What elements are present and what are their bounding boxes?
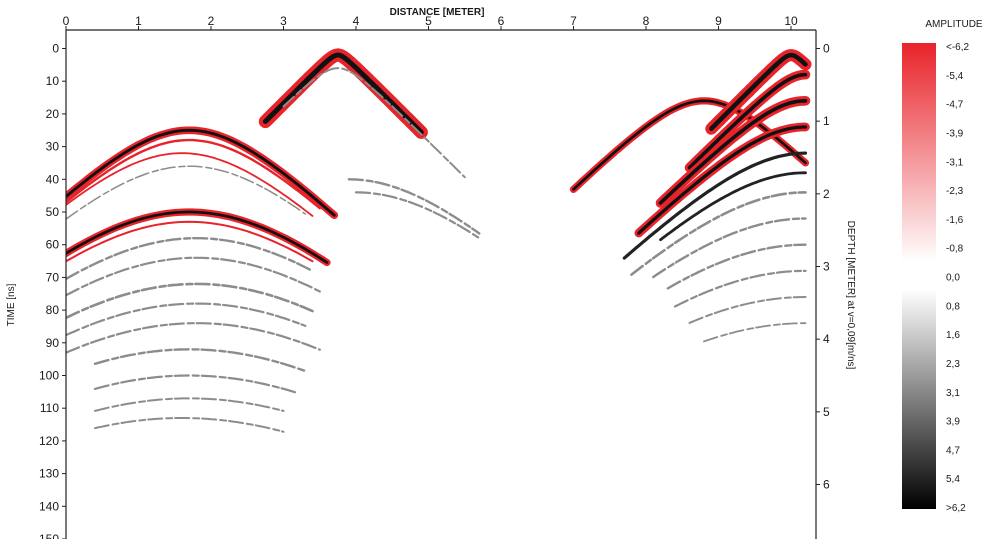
reflection-26 bbox=[659, 171, 807, 242]
reflection-23 bbox=[658, 99, 808, 205]
y2-axis-label: DEPTH [METER] at v=0,09[m/ns] bbox=[845, 221, 856, 370]
x-tick-label: 4 bbox=[353, 14, 360, 28]
reflection-20 bbox=[572, 99, 807, 191]
reflection-24 bbox=[637, 125, 808, 235]
reflection-28 bbox=[652, 217, 807, 279]
reflection-22 bbox=[687, 72, 808, 170]
colorbar-label: 0,8 bbox=[946, 301, 960, 312]
y2-tick-label: 0 bbox=[823, 42, 830, 56]
reflection-2 bbox=[66, 138, 321, 210]
x-tick-label: 10 bbox=[784, 14, 798, 28]
reflection-16 bbox=[262, 52, 424, 135]
reflection-12 bbox=[93, 348, 307, 373]
reflection-13 bbox=[93, 374, 300, 395]
colorbar-label: -2,3 bbox=[946, 186, 964, 197]
colorbar-label: 3,1 bbox=[946, 388, 960, 399]
colorbar-label: -5,4 bbox=[946, 71, 964, 82]
reflection-15 bbox=[94, 417, 285, 433]
reflection-16-halo bbox=[258, 48, 428, 139]
reflection-8 bbox=[66, 256, 321, 297]
x-tick-label: 1 bbox=[135, 14, 142, 28]
colorbar-label: >6,2 bbox=[946, 503, 966, 514]
reflection-1 bbox=[66, 128, 336, 217]
y-tick-label: 40 bbox=[46, 172, 60, 186]
y-tick-label: 70 bbox=[46, 270, 60, 284]
y-tick-group: 0 10 20 30 40 50 60 70 80 90 100 110 120 130 140 150 bbox=[39, 42, 66, 539]
colorbar-label: 0,0 bbox=[946, 273, 960, 284]
plot-frame bbox=[65, 29, 817, 539]
reflection-layer bbox=[66, 48, 812, 433]
y-tick-label: 10 bbox=[46, 74, 60, 88]
reflection-18 bbox=[347, 178, 481, 235]
x-tick-label: 0 bbox=[63, 14, 70, 28]
reflection-29 bbox=[666, 243, 807, 290]
y-tick-label: 80 bbox=[46, 303, 60, 317]
reflection-17 bbox=[282, 67, 466, 179]
x-tick-group: 0 1 2 3 4 5 6 7 8 9 10 bbox=[63, 14, 798, 30]
y-tick-label: 140 bbox=[39, 499, 59, 513]
amplitude-colorbar bbox=[902, 43, 936, 509]
y-tick-label: 110 bbox=[40, 401, 59, 415]
reflection-32 bbox=[703, 322, 807, 343]
colorbar-title: AMPLITUDE bbox=[925, 19, 983, 30]
reflection-3 bbox=[66, 152, 314, 217]
y-axis-label: TIME [ns] bbox=[6, 283, 17, 326]
y2-tick-label: 3 bbox=[823, 260, 830, 274]
colorbar-label: -1,6 bbox=[946, 215, 964, 226]
colorbar-label: 1,6 bbox=[946, 330, 960, 341]
reflection-31 bbox=[688, 296, 807, 324]
colorbar-label: 2,3 bbox=[946, 359, 960, 370]
colorbar-label: -3,9 bbox=[946, 128, 964, 139]
y-tick-label: 90 bbox=[46, 336, 60, 350]
reflection-27 bbox=[630, 191, 807, 276]
colorbar-label: 3,9 bbox=[946, 417, 960, 428]
reflection-14 bbox=[94, 397, 285, 412]
reflection-11 bbox=[66, 322, 321, 354]
x-axis-label: DISTANCE [METER] bbox=[390, 7, 485, 18]
x-tick-label: 6 bbox=[498, 14, 505, 28]
colorbar-label-group: <-6,2 -5,4 -4,7 -3,9 -3,1 -2,3 -1,6 -0,8 0,0 0,8 1… bbox=[946, 42, 970, 514]
y-tick-label: 0 bbox=[52, 42, 59, 56]
y-tick-label: 60 bbox=[46, 238, 60, 252]
y2-tick-group: 0 1 2 3 4 5 6 bbox=[816, 42, 830, 492]
y2-tick-label: 1 bbox=[823, 114, 830, 128]
reflection-30 bbox=[673, 269, 807, 308]
colorbar-label: -3,1 bbox=[946, 157, 964, 168]
x-tick-label: 8 bbox=[643, 14, 650, 28]
colorbar-label: 4,7 bbox=[946, 445, 960, 456]
reflection-21 bbox=[709, 52, 808, 131]
y2-tick-label: 4 bbox=[823, 332, 830, 346]
x-tick-label: 2 bbox=[208, 14, 215, 28]
y-tick-label: 150 bbox=[39, 532, 59, 539]
x-tick-label: 3 bbox=[280, 14, 287, 28]
y2-tick-label: 5 bbox=[823, 405, 830, 419]
reflection-7 bbox=[66, 237, 314, 281]
colorbar-label: <-6,2 bbox=[946, 42, 970, 53]
y-tick-label: 100 bbox=[39, 369, 59, 383]
y2-tick-label: 6 bbox=[823, 478, 830, 492]
reflection-4 bbox=[66, 165, 307, 220]
reflection-6 bbox=[66, 220, 314, 263]
x-tick-label: 5 bbox=[425, 14, 432, 28]
y-tick-label: 30 bbox=[46, 140, 60, 154]
y-tick-label: 120 bbox=[39, 434, 59, 448]
colorbar-label: -4,7 bbox=[946, 100, 964, 111]
x-tick-label: 9 bbox=[715, 14, 722, 28]
reflection-25 bbox=[622, 151, 808, 260]
x-tick-label: 7 bbox=[570, 14, 577, 28]
reflection-5 bbox=[66, 210, 329, 264]
reflection-19 bbox=[354, 191, 481, 240]
colorbar-label: 5,4 bbox=[946, 474, 960, 485]
reflection-9 bbox=[66, 282, 314, 320]
reflection-10 bbox=[66, 302, 307, 337]
y-tick-label: 50 bbox=[46, 205, 60, 219]
y-tick-label: 130 bbox=[39, 467, 59, 481]
colorbar-label: -0,8 bbox=[946, 244, 964, 255]
y-tick-label: 20 bbox=[46, 107, 60, 121]
y2-tick-label: 2 bbox=[823, 187, 830, 201]
